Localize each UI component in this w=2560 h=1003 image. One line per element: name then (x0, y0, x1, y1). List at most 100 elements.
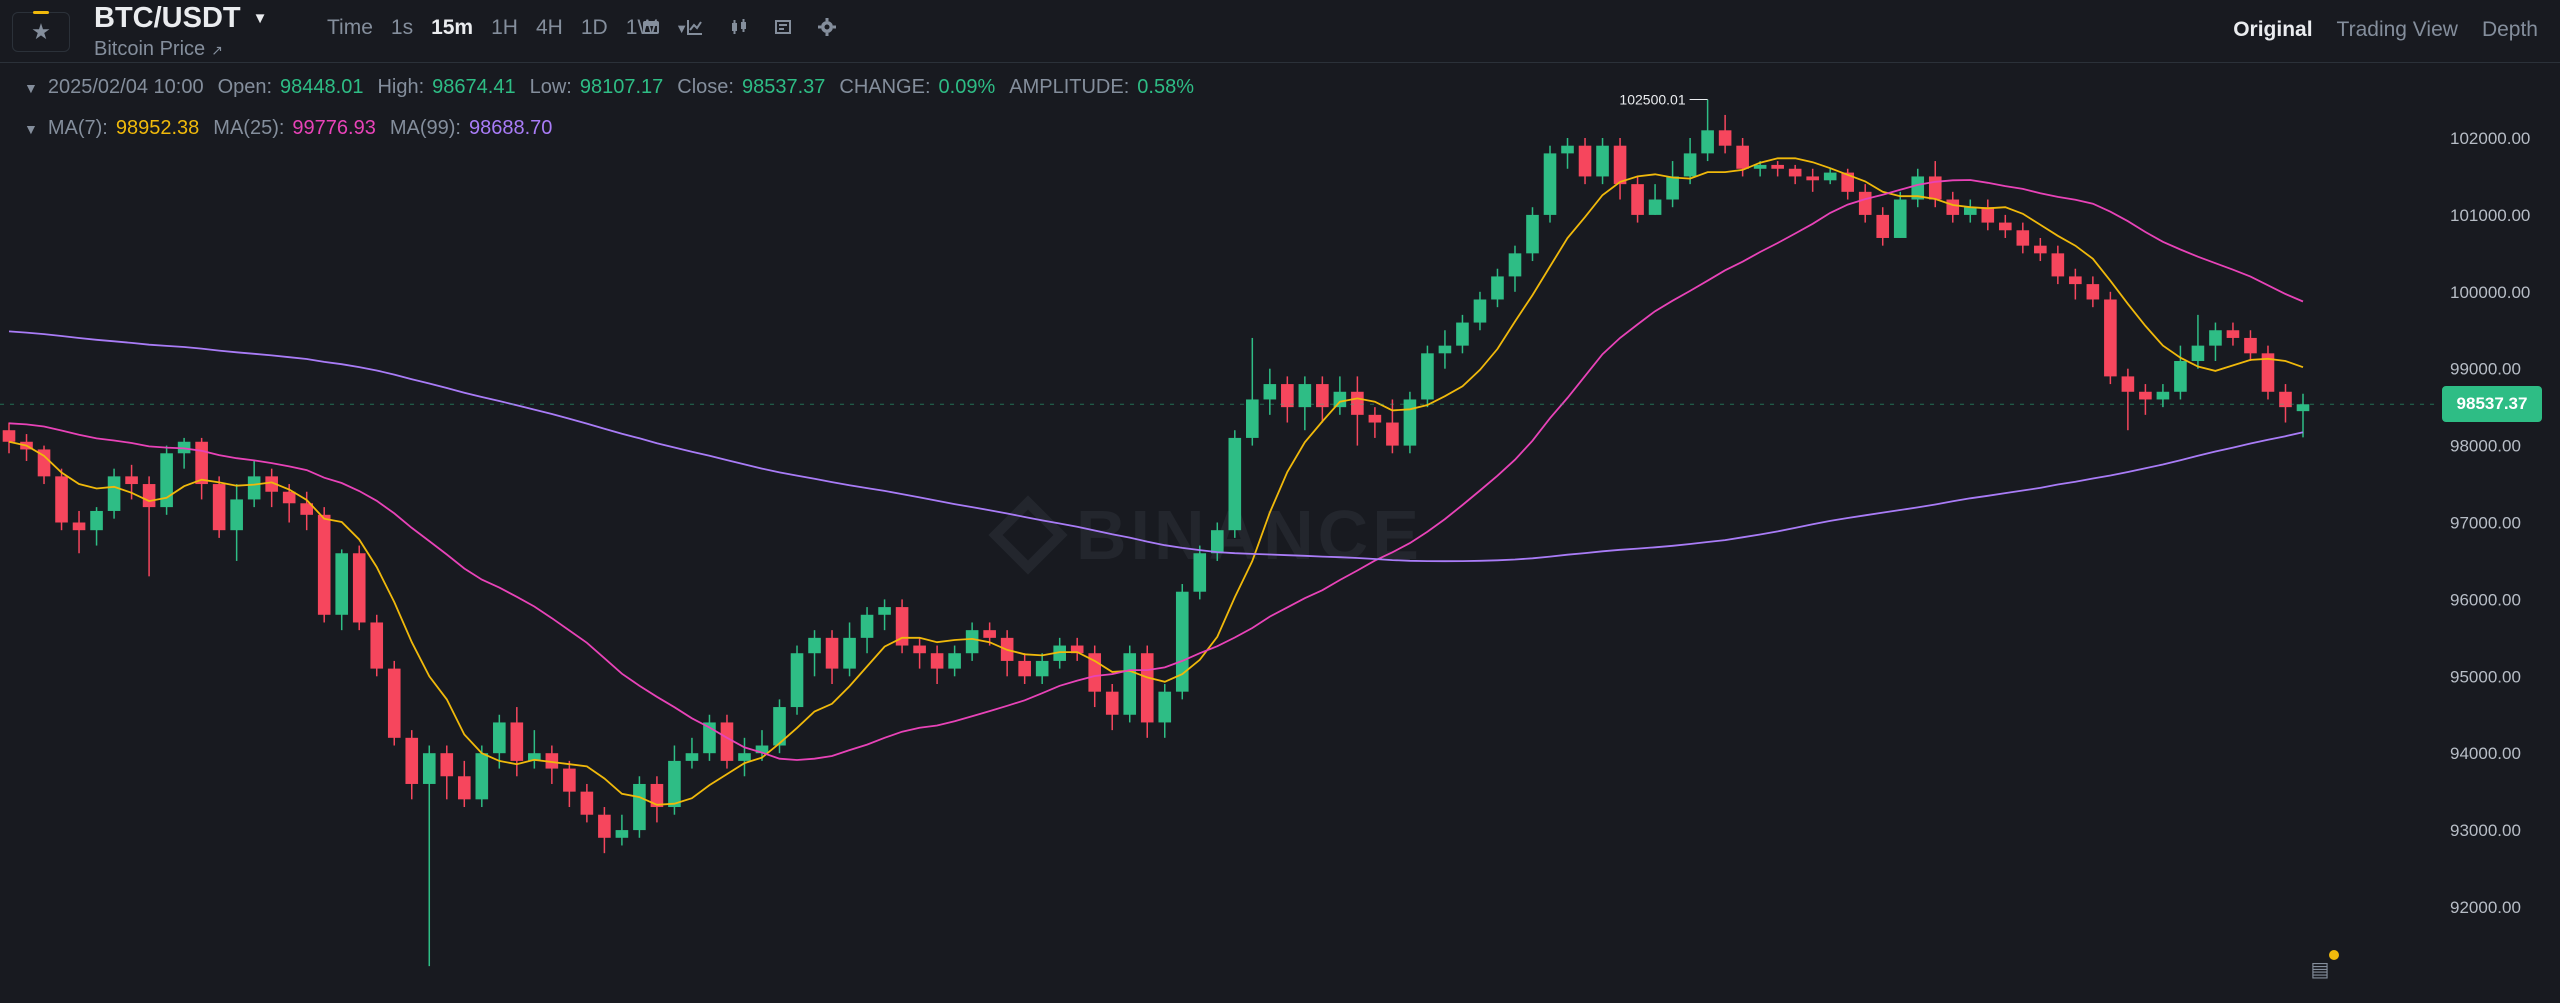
ma7-line (8, 157, 2304, 806)
candle-body (1613, 145, 1627, 185)
candle (913, 637, 926, 669)
orders-icon[interactable]: ▤ (2307, 950, 2339, 982)
candle-body (580, 791, 594, 815)
candle (1876, 207, 1890, 246)
candle-body (1561, 145, 1574, 154)
tab-trading-view[interactable]: Trading View (2336, 18, 2458, 41)
candle (2016, 222, 2030, 254)
close-label: Close: (677, 76, 734, 98)
interval-1s[interactable]: 1s (390, 16, 414, 39)
candle (2296, 393, 2310, 438)
candle-body (825, 637, 839, 669)
candle-body (142, 484, 156, 508)
candle (55, 468, 68, 531)
tab-original[interactable]: Original (2233, 18, 2313, 41)
candle-body (1281, 384, 1294, 408)
low-label: Low: (529, 76, 572, 98)
candle-body (510, 722, 524, 761)
candle-body (230, 499, 243, 531)
candle-body (1193, 553, 1207, 592)
indicator-icon[interactable] (772, 16, 794, 38)
interval-dropdown-icon[interactable]: ▼ (675, 20, 689, 36)
ma7-label: MA(7): (47, 117, 108, 139)
candle-body (1508, 253, 1522, 277)
candle (510, 707, 524, 777)
ma7-value: 98952.38 (115, 117, 200, 139)
candle (545, 745, 559, 784)
price-axis-tick: 93000.00 (2450, 821, 2521, 840)
chevron-down-icon[interactable]: ▼ (24, 79, 38, 96)
candle (685, 737, 699, 769)
amplitude-value: 0.58% (1137, 76, 1194, 98)
candle (948, 645, 961, 677)
price-subtitle-link[interactable]: Bitcoin Price ↗ (94, 38, 223, 61)
symbol-selector[interactable]: BTC/USDT ▼ (94, 2, 267, 35)
interval-1h[interactable]: 1H (491, 16, 518, 39)
candle-body (545, 753, 559, 769)
candle-body (212, 484, 226, 531)
settings-icon[interactable] (816, 16, 838, 38)
candle-body (160, 453, 173, 508)
candle (387, 660, 401, 746)
price-axis-tick: 101000.00 (2450, 206, 2530, 225)
favorite-button[interactable]: ★ (12, 11, 70, 52)
candle (195, 437, 208, 500)
candle (2244, 330, 2257, 362)
chevron-down-icon[interactable]: ▼ (24, 120, 38, 137)
candle (335, 549, 349, 631)
candle-body (1928, 176, 1942, 200)
candle-body (1526, 214, 1539, 254)
candle (2034, 237, 2047, 262)
candle-body (1351, 391, 1364, 415)
candle (90, 507, 103, 546)
candle (265, 468, 278, 508)
candlestick-chart[interactable]: 102000.00 101000.00 100000.00 99000.00 98000… (0, 63, 2560, 1003)
candle-body (1823, 172, 1837, 181)
candle (1963, 199, 1977, 223)
candle-body (2226, 330, 2240, 338)
candle (1999, 214, 2012, 238)
calendar-icon[interactable] (640, 16, 662, 38)
candle (405, 730, 419, 800)
candle (2279, 384, 2292, 423)
candle (1788, 164, 1802, 185)
candle (1018, 653, 1031, 684)
candle-body (1893, 199, 1907, 238)
price-axis-tick: 100000.00 (2450, 283, 2530, 302)
candle-body (72, 522, 86, 531)
interval-15m[interactable]: 15m (431, 16, 474, 39)
interval-time[interactable]: Time (327, 16, 373, 39)
candle (1613, 138, 1627, 200)
interval-4h[interactable]: 4H (535, 16, 563, 39)
candle (142, 476, 156, 577)
interval-1d[interactable]: 1D (580, 16, 608, 39)
price-axis-tick: 97000.00 (2450, 514, 2521, 533)
candle-body (843, 637, 856, 669)
candle-body (913, 645, 926, 654)
candle-body (948, 653, 961, 669)
candle (317, 507, 331, 623)
candle (720, 714, 734, 769)
candle-body (2296, 404, 2310, 412)
candle-body (1876, 214, 1890, 238)
candle (1718, 114, 1732, 154)
candle-body (125, 476, 138, 485)
candle (1438, 330, 1452, 369)
tab-depth[interactable]: Depth (2481, 18, 2538, 41)
candle (633, 776, 646, 838)
candle (1035, 653, 1049, 684)
candle (1561, 138, 1574, 169)
ma99-label: MA(99): (389, 117, 461, 139)
candle-body (1491, 276, 1504, 300)
candle-body (1175, 591, 1189, 692)
candle (1456, 314, 1469, 354)
candle (230, 484, 243, 561)
line-chart-icon[interactable] (684, 16, 706, 38)
candle (177, 437, 191, 469)
candle (930, 645, 944, 684)
candle-body (1368, 414, 1382, 423)
ma25-label: MA(25): (213, 117, 285, 139)
ma25-value: 99776.93 (292, 117, 376, 139)
candlestick-icon[interactable] (728, 16, 750, 38)
candle (1526, 207, 1539, 262)
